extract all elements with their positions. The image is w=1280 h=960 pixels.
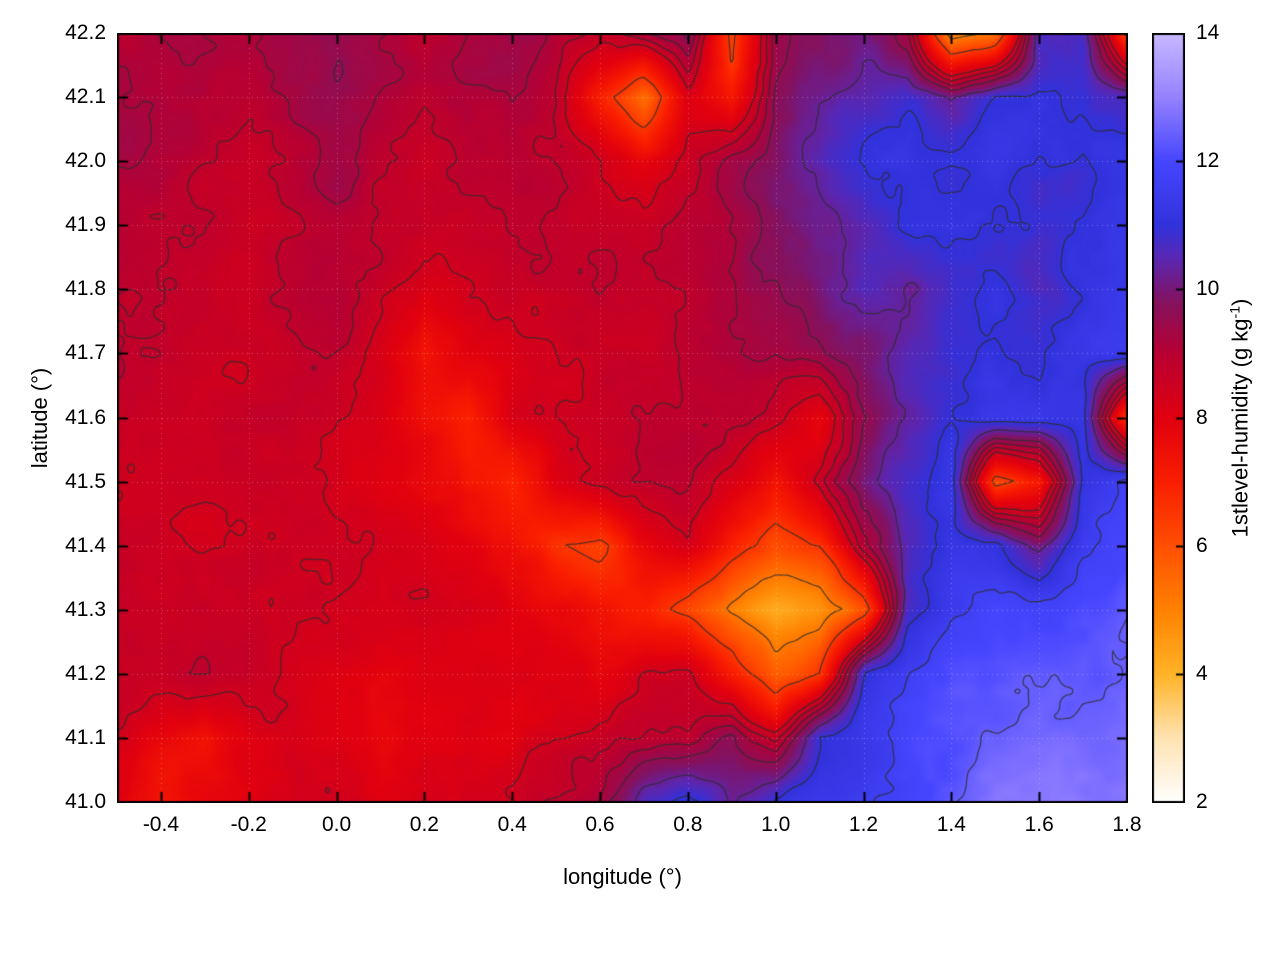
y-tick-label: 41.6	[65, 405, 106, 429]
x-tick-label: 1.4	[936, 813, 966, 836]
colorbar-title-text: 1stlevel-humidity (g kg	[1227, 318, 1253, 538]
y-tick-label: 41.8	[65, 277, 106, 301]
x-tick-label: 0.0	[321, 813, 352, 836]
colorbar-title-close: )	[1227, 298, 1253, 306]
y-tick-label: 41.1	[65, 725, 106, 749]
x-tick-label: 1.0	[761, 813, 791, 836]
x-tick-label: 0.6	[585, 813, 615, 836]
x-axis-title: longitude (°)	[563, 864, 682, 889]
x-tick-label: 1.8	[1112, 813, 1142, 836]
x-tick-label: -0.2	[230, 813, 267, 836]
y-tick-label: 41.2	[65, 661, 106, 685]
x-tick-label: 1.6	[1024, 813, 1054, 836]
y-tick-label: 41.3	[65, 597, 106, 621]
colorbar-tick-label: 4	[1196, 661, 1208, 685]
y-tick-label: 42.2	[65, 21, 106, 44]
colorbar-tick-label: 14	[1196, 21, 1220, 44]
y-tick-label: 41.4	[65, 533, 106, 557]
colorbar-title: 1stlevel-humidity (g kg-1)	[1226, 299, 1253, 538]
y-tick-label: 41.5	[65, 469, 106, 493]
x-tick-label: 0.4	[497, 813, 527, 836]
y-tick-label: 41.9	[65, 213, 106, 237]
y-tick-label: 42.0	[65, 149, 106, 173]
colorbar-tick-label: 12	[1196, 149, 1220, 173]
x-tick-label: 0.8	[673, 813, 703, 836]
x-tick-label: -0.4	[142, 813, 179, 836]
x-tick-label: 0.2	[409, 813, 439, 836]
x-tick-label: 1.2	[848, 813, 879, 836]
y-axis-title: latitude (°)	[27, 367, 52, 469]
colorbar-tick-label: 2	[1196, 790, 1208, 813]
y-tick-label: 41.7	[65, 341, 106, 365]
colorbar-tick-label: 6	[1196, 533, 1208, 557]
colorbar-title-superscript: -1	[1226, 306, 1243, 319]
y-tick-label: 41.0	[65, 790, 106, 813]
y-tick-label: 42.1	[65, 85, 106, 109]
colorbar-tick-label: 8	[1196, 405, 1208, 429]
colorbar-tick-label: 10	[1196, 277, 1220, 301]
heatmap-plot	[117, 33, 1128, 803]
colorbar	[1152, 33, 1185, 803]
